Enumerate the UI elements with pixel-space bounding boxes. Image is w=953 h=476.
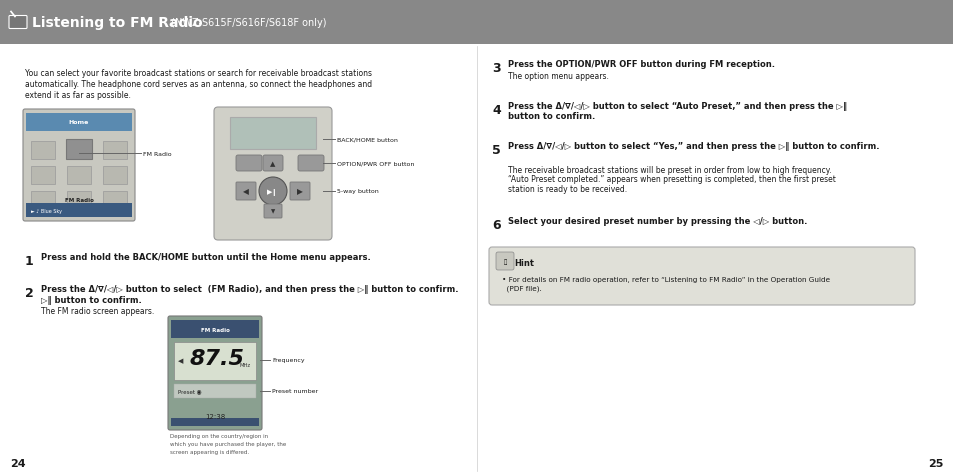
Bar xyxy=(26,204,132,218)
FancyBboxPatch shape xyxy=(9,17,27,30)
Text: “Auto Preset completed.” appears when presetting is completed, then the first pr: “Auto Preset completed.” appears when pr… xyxy=(507,175,835,184)
Bar xyxy=(67,142,91,159)
Text: Depending on the country/region in: Depending on the country/region in xyxy=(170,433,268,438)
Text: MHz: MHz xyxy=(240,363,251,368)
Bar xyxy=(0,0,953,45)
Text: Frequency: Frequency xyxy=(272,358,304,363)
Text: 87.5: 87.5 xyxy=(190,348,245,368)
Text: Press the Δ/∇/◁/▷ button to select “Auto Preset,” and then press the ▷‖: Press the Δ/∇/◁/▷ button to select “Auto… xyxy=(507,102,846,111)
Text: FM Radio: FM Radio xyxy=(65,197,93,202)
Text: station is ready to be received.: station is ready to be received. xyxy=(507,185,626,194)
FancyBboxPatch shape xyxy=(297,156,324,172)
Text: OPTION/PWR OFF button: OPTION/PWR OFF button xyxy=(336,161,414,166)
Circle shape xyxy=(258,178,287,206)
Bar xyxy=(103,142,127,159)
Text: Press the Δ/∇/◁/▷ button to select  (FM Radio), and then press the ▷‖ button to : Press the Δ/∇/◁/▷ button to select (FM R… xyxy=(41,284,458,293)
Bar xyxy=(103,167,127,185)
Text: ▲: ▲ xyxy=(270,161,275,167)
Bar xyxy=(173,342,255,380)
Bar xyxy=(30,167,55,185)
Text: Hint: Hint xyxy=(514,258,534,268)
Text: ▼: ▼ xyxy=(271,209,274,214)
Text: ► ♪ Blue Sky: ► ♪ Blue Sky xyxy=(30,208,62,213)
FancyBboxPatch shape xyxy=(168,317,262,430)
FancyBboxPatch shape xyxy=(263,156,283,172)
FancyBboxPatch shape xyxy=(235,183,255,200)
Text: Home: Home xyxy=(69,120,89,125)
FancyBboxPatch shape xyxy=(489,248,914,306)
Text: 1: 1 xyxy=(25,255,33,268)
Bar xyxy=(171,320,258,338)
Text: 5-way button: 5-way button xyxy=(336,189,378,194)
Text: 25: 25 xyxy=(927,458,943,468)
Text: 2: 2 xyxy=(25,287,33,299)
Text: Listening to FM Radio: Listening to FM Radio xyxy=(32,15,202,30)
Bar xyxy=(103,192,127,209)
Text: The receivable broadcast stations will be preset in order from low to high frequ: The receivable broadcast stations will b… xyxy=(507,166,831,175)
FancyBboxPatch shape xyxy=(23,110,135,221)
Text: Press and hold the BACK/HOME button until the Home menu appears.: Press and hold the BACK/HOME button unti… xyxy=(41,252,371,261)
FancyBboxPatch shape xyxy=(264,205,282,218)
Text: ▷‖ button to confirm.: ▷‖ button to confirm. xyxy=(41,296,142,304)
Bar xyxy=(66,140,91,159)
Text: Preset ◉: Preset ◉ xyxy=(178,389,201,394)
Text: The FM radio screen appears.: The FM radio screen appears. xyxy=(41,307,154,315)
Text: FM Radio: FM Radio xyxy=(143,151,172,156)
Bar xyxy=(30,192,55,209)
Text: The option menu appears.: The option menu appears. xyxy=(507,72,608,81)
Text: 24: 24 xyxy=(10,458,26,468)
Text: 3: 3 xyxy=(492,62,500,75)
Text: Preset number: Preset number xyxy=(272,389,317,394)
Text: which you have purchased the player, the: which you have purchased the player, the xyxy=(170,441,286,446)
Bar xyxy=(67,167,91,185)
Text: ◀: ◀ xyxy=(178,357,183,363)
FancyBboxPatch shape xyxy=(496,252,514,270)
Text: 5: 5 xyxy=(492,144,500,157)
Text: 💡: 💡 xyxy=(503,258,506,264)
Text: screen appearing is differed.: screen appearing is differed. xyxy=(170,449,249,454)
Text: automatically. The headphone cord serves as an antenna, so connect the headphone: automatically. The headphone cord serves… xyxy=(25,80,372,89)
Text: 6: 6 xyxy=(492,218,500,231)
Text: Select your desired preset number by pressing the ◁/▷ button.: Select your desired preset number by pre… xyxy=(507,217,806,226)
Text: button to confirm.: button to confirm. xyxy=(507,112,595,121)
Text: ▶❙: ▶❙ xyxy=(267,188,278,195)
Text: 12:38: 12:38 xyxy=(205,413,225,419)
Text: • For details on FM radio operation, refer to “Listening to FM Radio” in the Ope: • For details on FM radio operation, ref… xyxy=(501,277,829,282)
FancyBboxPatch shape xyxy=(213,108,332,240)
FancyBboxPatch shape xyxy=(290,183,310,200)
Bar xyxy=(67,192,91,209)
Bar xyxy=(26,114,132,132)
Text: FM Radio: FM Radio xyxy=(200,327,230,332)
Text: Press the OPTION/PWR OFF button during FM reception.: Press the OPTION/PWR OFF button during F… xyxy=(507,60,774,69)
Text: (NWZ-S615F/S616F/S618F only): (NWZ-S615F/S616F/S618F only) xyxy=(169,18,327,28)
Text: 4: 4 xyxy=(492,104,500,117)
Bar xyxy=(30,142,55,159)
Text: Press Δ/∇/◁/▷ button to select “Yes,” and then press the ▷‖ button to confirm.: Press Δ/∇/◁/▷ button to select “Yes,” an… xyxy=(507,142,879,151)
Text: (PDF file).: (PDF file). xyxy=(501,286,541,292)
Text: BACK/HOME button: BACK/HOME button xyxy=(336,137,397,142)
Bar xyxy=(171,418,258,426)
Text: extend it as far as possible.: extend it as far as possible. xyxy=(25,91,131,100)
Text: ◀: ◀ xyxy=(243,187,249,196)
FancyBboxPatch shape xyxy=(1,1,952,46)
Text: You can select your favorite broadcast stations or search for receivable broadca: You can select your favorite broadcast s… xyxy=(25,69,372,78)
Bar xyxy=(173,384,255,398)
Text: ▶: ▶ xyxy=(296,187,303,196)
FancyBboxPatch shape xyxy=(235,156,262,172)
Bar xyxy=(230,118,315,149)
